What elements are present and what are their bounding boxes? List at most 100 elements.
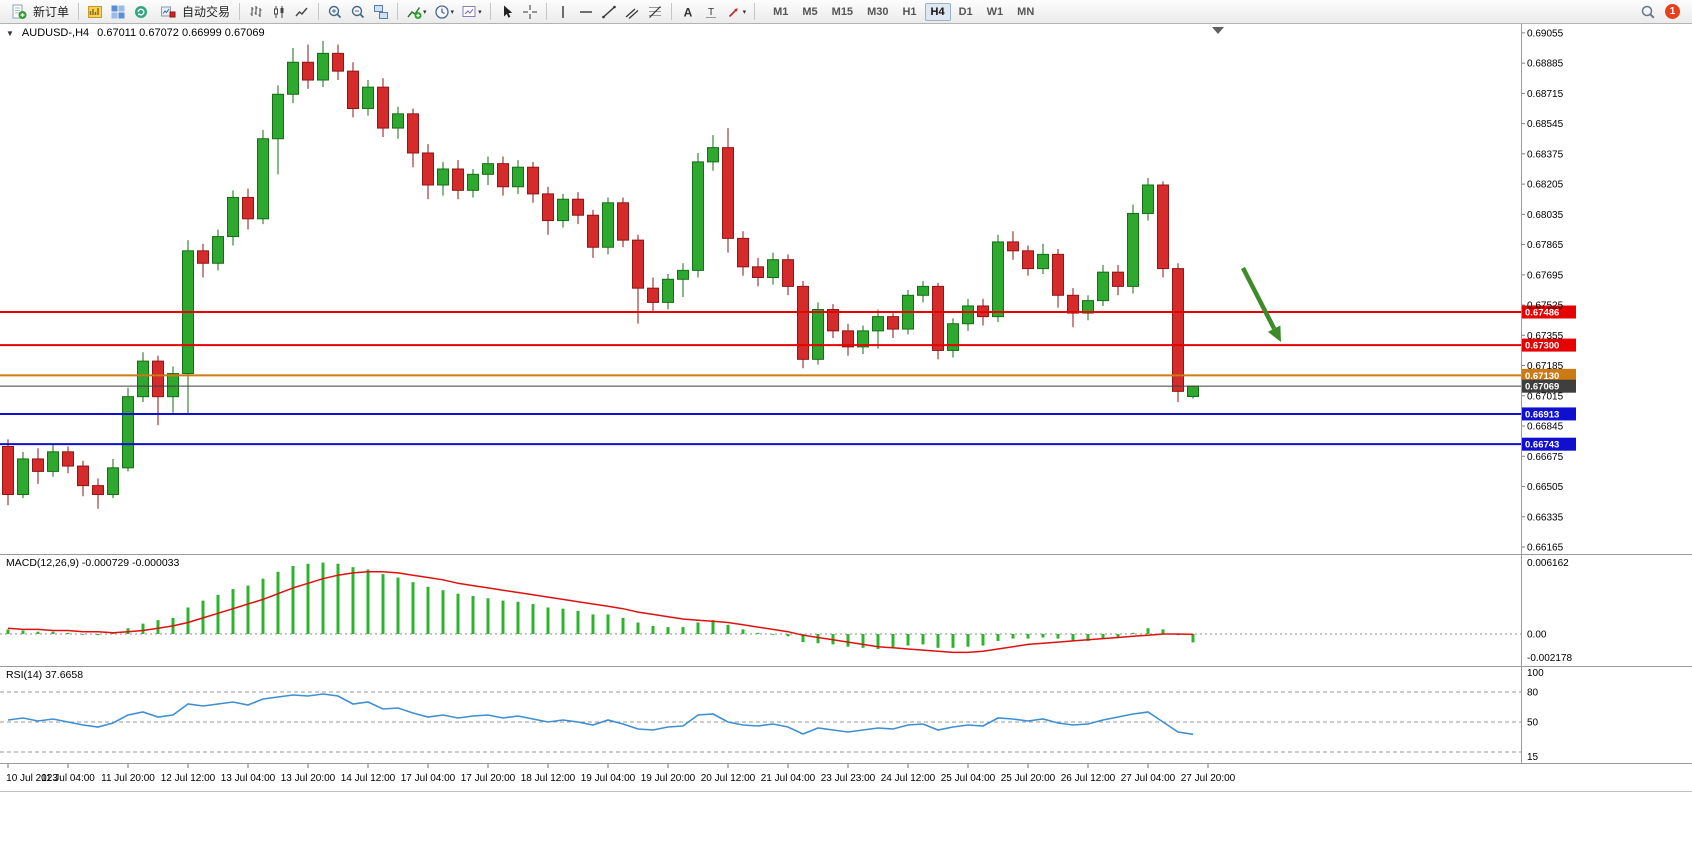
templates-dropdown[interactable]: ▾ [458,3,485,21]
toolbar-separator [754,3,756,20]
timeframe-m15[interactable]: M15 [831,5,854,18]
new-order-button[interactable]: 新订单 [4,2,73,22]
candle [2,445,14,496]
candle [917,285,929,296]
line-chart-icon[interactable] [291,3,313,21]
time-tick-label: 20 Jul 12:00 [701,773,756,784]
macd-histogram-bar [861,634,865,648]
candle [1172,268,1184,392]
timeframe-m30[interactable]: M30 [867,5,889,18]
time-tick-label: 11 Jul 04:00 [41,773,95,784]
macd-histogram-bar [771,634,775,635]
timeframe-d1[interactable]: D1 [958,5,973,18]
profiles-icon[interactable] [107,3,129,21]
candle [362,86,374,110]
candle [107,467,119,496]
candle [827,309,839,332]
macd-histogram-bar [231,589,235,634]
macd-histogram-bar [36,631,40,634]
notification-badge[interactable]: 1 [1665,4,1680,19]
price-line-badge [1522,379,1576,393]
arrows-dropdown[interactable]: ▾ [723,3,750,21]
macd-histogram-bar [651,625,655,634]
macd-histogram-bar [816,634,820,644]
macd-histogram-bar [636,622,640,634]
toolbar-separator [239,3,241,20]
macd-histogram-bar [1056,634,1060,639]
candle [737,237,749,268]
refresh-icon[interactable] [130,3,152,21]
macd-histogram-bar [471,595,475,634]
toolbar-separator [318,3,320,20]
timeframe-m1[interactable]: M1 [773,5,789,18]
time-tick-label: 11 Jul 20:00 [101,773,155,784]
time-tick-label: 13 Jul 04:00 [221,773,276,784]
zoom-in-icon[interactable] [324,3,346,21]
chevron-down-icon: ▾ [423,8,427,16]
candle [857,330,869,348]
time-tick-label: 26 Jul 12:00 [1061,773,1116,784]
vertical-line-icon[interactable] [552,3,574,21]
timeframe-mn[interactable]: MN [1017,5,1035,18]
candle [1022,250,1034,270]
trendline-icon[interactable] [598,3,620,21]
macd-histogram-bar [1026,634,1030,639]
fibonacci-icon[interactable] [644,3,666,21]
timeframe-w1[interactable]: W1 [986,5,1004,18]
trend-arrow-annotation[interactable] [1240,266,1281,342]
time-tick-label: 21 Jul 04:00 [761,773,816,784]
time-tick-label: 19 Jul 04:00 [581,773,636,784]
zoom-out-icon[interactable] [347,3,369,21]
tile-windows-icon[interactable] [370,3,392,21]
time-tick-label: 25 Jul 04:00 [941,773,996,784]
rsi-line [7,693,1194,736]
price-tick-label: 0.68035 [1527,210,1564,221]
search-icon[interactable] [1637,3,1659,21]
candle [392,113,404,129]
macd-histogram-bar [846,634,850,647]
candle [1142,184,1154,214]
price-line-badge [1522,368,1576,382]
charts-icon[interactable] [84,3,106,21]
candle [452,168,464,191]
bar-chart-icon[interactable] [245,3,267,21]
crosshair-icon[interactable] [519,3,541,21]
chart-shift-marker[interactable] [1212,27,1224,34]
macd-histogram-bar [666,627,670,634]
macd-histogram-bar [621,617,625,634]
price-tick-label: 0.67355 [1527,331,1564,342]
macd-histogram-bar [1161,629,1165,634]
toolbar-separator [545,3,547,20]
candle [377,86,389,129]
macd-histogram-bar [936,634,940,648]
equidistant-channel-icon[interactable] [621,3,643,21]
horizontal-line-icon[interactable] [575,3,597,21]
macd-histogram-bar [606,614,610,634]
collapse-triangle-icon[interactable]: ▼ [6,28,14,38]
macd-histogram-bar [96,634,100,636]
indicators-dropdown[interactable]: ▾ [403,3,430,21]
text-label-icon[interactable]: T [700,3,722,21]
macd-histogram-bar [966,634,970,647]
candlestick-chart-icon[interactable] [268,3,290,21]
text-icon[interactable]: A [677,3,699,21]
cursor-icon[interactable] [496,3,518,21]
timeframe-h4[interactable]: H4 [924,2,951,21]
candle [497,163,509,188]
candle [1097,271,1109,302]
candle [962,305,974,325]
price-tick-label: 0.67185 [1527,361,1564,372]
timeframe-m5[interactable]: M5 [802,5,818,18]
autotrading-button[interactable]: 自动交易 [153,2,234,22]
candle [722,147,734,239]
macd-histogram-bar [786,634,790,637]
autotrading-label: 自动交易 [182,5,231,19]
periods-dropdown[interactable]: ▾ [431,3,458,21]
price-line-badge [1522,407,1576,421]
timeframe-h1[interactable]: H1 [902,5,917,18]
chevron-down-icon: ▾ [478,8,482,16]
macd-histogram-bar [381,574,385,634]
macd-histogram-bar [1146,628,1150,634]
